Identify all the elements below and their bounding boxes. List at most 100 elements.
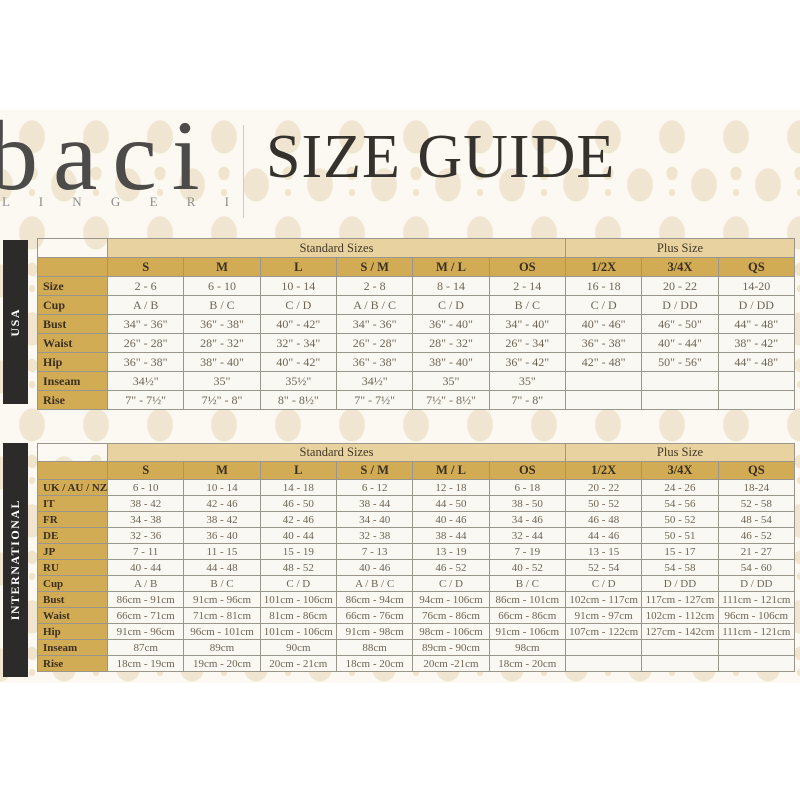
group-header: Standard Sizes bbox=[107, 238, 566, 258]
row-label: UK / AU / NZ bbox=[37, 479, 108, 496]
table-row: Bust 34" - 36" 36" - 38" 40" - 42" 34" - 36"… bbox=[37, 314, 796, 334]
size-value-cell: 7½" - 8" bbox=[183, 390, 261, 410]
size-value-cell: 87cm bbox=[106, 639, 185, 656]
brand-logo: baci L I N G E R I E bbox=[0, 110, 238, 236]
size-value-cell: 46 - 52 bbox=[717, 527, 796, 544]
corner-cell bbox=[37, 443, 108, 462]
size-value-cell: A / B bbox=[106, 575, 185, 592]
brand-subtitle: L I N G E R I E bbox=[2, 194, 238, 209]
table-row: DE 32 - 36 36 - 40 40 - 44 32 - 38 38 - 44 32 … bbox=[37, 527, 796, 544]
header-divider bbox=[243, 125, 244, 218]
size-value-cell: 6 - 10 bbox=[183, 276, 261, 296]
size-value-cell: 26" - 28" bbox=[335, 333, 414, 353]
column-header: OS bbox=[488, 461, 566, 480]
size-value-cell: 20 - 22 bbox=[564, 479, 643, 496]
size-value-cell: 42 - 46 bbox=[259, 511, 337, 528]
size-value-cell: 107cm - 122cm bbox=[564, 623, 643, 640]
size-value-cell: 94cm - 106cm bbox=[412, 591, 490, 608]
table-row: Rise 7" - 7½" 7½" - 8" 8" - 8½" 7" - 7½" 7½" … bbox=[37, 390, 796, 410]
size-value-cell: 90cm bbox=[259, 639, 337, 656]
size-value-cell: 28" - 32" bbox=[183, 333, 261, 353]
usa-section-bar: USA bbox=[3, 240, 28, 404]
size-value-cell: 10 - 14 bbox=[259, 276, 337, 296]
size-value-cell: 48 - 54 bbox=[717, 511, 796, 528]
size-value-cell: 35" bbox=[183, 371, 261, 391]
page-title: SIZE GUIDE bbox=[266, 123, 616, 191]
size-value-cell: 98cm - 106cm bbox=[412, 623, 490, 640]
size-value-cell: 7 - 11 bbox=[106, 543, 185, 560]
size-value-cell: B / C bbox=[488, 295, 566, 315]
row-label: Cup bbox=[37, 295, 108, 315]
size-value-cell: 50 - 52 bbox=[564, 495, 643, 512]
size-value-cell: 101cm - 106cm bbox=[259, 591, 337, 608]
corner-cell bbox=[37, 238, 108, 258]
size-value-cell: 36 - 40 bbox=[183, 527, 261, 544]
column-header-blank bbox=[37, 257, 108, 277]
size-value-cell: 66cm - 76cm bbox=[335, 607, 414, 624]
row-label: Size bbox=[37, 276, 108, 296]
column-header: M / L bbox=[412, 257, 490, 277]
row-label: Bust bbox=[37, 591, 108, 608]
size-value-cell: 34 - 40 bbox=[335, 511, 414, 528]
size-value-cell: 38" - 42" bbox=[717, 333, 796, 353]
column-header: S / M bbox=[335, 461, 414, 480]
size-value-cell: A / B bbox=[106, 295, 185, 315]
size-value-cell bbox=[564, 371, 643, 391]
size-value-cell: 15 - 17 bbox=[641, 543, 719, 560]
size-value-cell: 102cm - 117cm bbox=[564, 591, 643, 608]
size-value-cell: 6 - 10 bbox=[106, 479, 185, 496]
column-header: QS bbox=[717, 257, 796, 277]
row-label: DE bbox=[37, 527, 108, 544]
size-value-cell: D / DD bbox=[641, 575, 719, 592]
size-value-cell: C / D bbox=[259, 575, 337, 592]
column-header: 3/4X bbox=[641, 257, 719, 277]
column-header-blank bbox=[37, 461, 108, 480]
size-value-cell: 91cm - 106cm bbox=[488, 623, 566, 640]
table-row: UK / AU / NZ 6 - 10 10 - 14 14 - 18 6 - 12 12… bbox=[37, 479, 796, 496]
table-row: IT 38 - 42 42 - 46 46 - 50 38 - 44 44 - 50 38 … bbox=[37, 495, 796, 512]
size-value-cell: 16 - 18 bbox=[564, 276, 643, 296]
size-value-cell: C / D bbox=[564, 575, 643, 592]
size-value-cell: 7 - 13 bbox=[335, 543, 414, 560]
size-value-cell: 50" - 56" bbox=[641, 352, 719, 372]
size-value-cell: C / D bbox=[412, 575, 490, 592]
size-value-cell: B / C bbox=[183, 575, 261, 592]
column-header: M bbox=[183, 461, 261, 480]
size-value-cell: 15 - 19 bbox=[259, 543, 337, 560]
size-value-cell: 2 - 14 bbox=[488, 276, 566, 296]
size-value-cell: 35" bbox=[488, 371, 566, 391]
size-value-cell: D / DD bbox=[641, 295, 719, 315]
column-header: 1/2X bbox=[564, 257, 643, 277]
column-header: S bbox=[106, 461, 185, 480]
size-value-cell: C / D bbox=[412, 295, 490, 315]
size-value-cell: D / DD bbox=[717, 295, 796, 315]
size-value-cell: 36" - 38" bbox=[183, 314, 261, 334]
size-value-cell: C / D bbox=[259, 295, 337, 315]
brand-logo-text: baci bbox=[0, 110, 215, 211]
row-label: Bust bbox=[37, 314, 108, 334]
row-label: Waist bbox=[37, 333, 108, 353]
size-value-cell: 18cm - 20cm bbox=[488, 655, 566, 672]
size-value-cell: 40" - 42" bbox=[259, 314, 337, 334]
size-value-cell: 35" bbox=[412, 371, 490, 391]
size-value-cell: 36" - 38" bbox=[106, 352, 185, 372]
size-value-cell: 26" - 28" bbox=[106, 333, 185, 353]
group-header: Plus Size bbox=[564, 443, 796, 462]
size-value-cell: 66cm - 86cm bbox=[488, 607, 566, 624]
column-header: M / L bbox=[412, 461, 490, 480]
column-header: 1/2X bbox=[564, 461, 643, 480]
size-value-cell: 7" - 8" bbox=[488, 390, 566, 410]
size-value-cell: 40" - 42" bbox=[259, 352, 337, 372]
size-value-cell: 10 - 14 bbox=[183, 479, 261, 496]
size-value-cell: 91cm - 96cm bbox=[106, 623, 185, 640]
size-value-cell: 40 - 46 bbox=[412, 511, 490, 528]
row-label: Waist bbox=[37, 607, 108, 624]
table-row: RU 40 - 44 44 - 48 48 - 52 40 - 46 46 - 52 40 … bbox=[37, 559, 796, 576]
size-value-cell: 46 - 50 bbox=[259, 495, 337, 512]
size-value-cell: 44 - 50 bbox=[412, 495, 490, 512]
size-value-cell: 6 - 12 bbox=[335, 479, 414, 496]
column-header: L bbox=[259, 257, 337, 277]
size-value-cell: 89cm bbox=[183, 639, 261, 656]
